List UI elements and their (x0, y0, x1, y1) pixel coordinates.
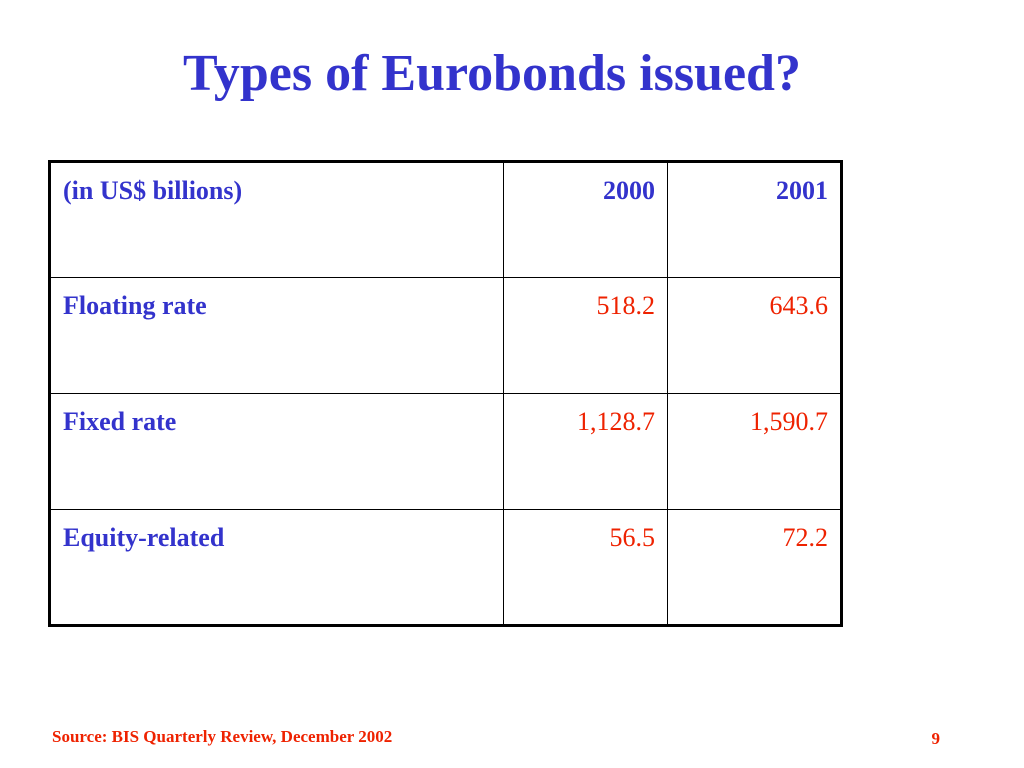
cell-equity-related-2001: 72.2 (667, 509, 842, 626)
table-row: Fixed rate 1,128.7 1,590.7 (49, 393, 842, 510)
header-year-2001: 2001 (667, 161, 842, 278)
header-year-2000: 2000 (503, 161, 668, 278)
row-label-floating-rate: Floating rate (49, 277, 504, 394)
row-label-equity-related: Equity-related (49, 509, 504, 626)
cell-fixed-rate-2000: 1,128.7 (503, 393, 668, 510)
eurobonds-table: (in US$ billions) 2000 2001 Floating rat… (48, 160, 843, 627)
header-units-label: (in US$ billions) (49, 161, 504, 278)
table-row: Floating rate 518.2 643.6 (49, 277, 842, 394)
page-number: 9 (931, 729, 941, 748)
cell-floating-rate-2001: 643.6 (667, 277, 842, 394)
cell-floating-rate-2000: 518.2 (503, 277, 668, 394)
table-header-row: (in US$ billions) 2000 2001 (49, 161, 842, 278)
table-row: Equity-related 56.5 72.2 (49, 509, 842, 626)
cell-fixed-rate-2001: 1,590.7 (667, 393, 842, 510)
cell-equity-related-2000: 56.5 (503, 509, 668, 626)
page-title: Types of Eurobonds issued? (183, 45, 801, 102)
source-citation: Source: BIS Quarterly Review, December 2… (52, 727, 393, 746)
row-label-fixed-rate: Fixed rate (49, 393, 504, 510)
